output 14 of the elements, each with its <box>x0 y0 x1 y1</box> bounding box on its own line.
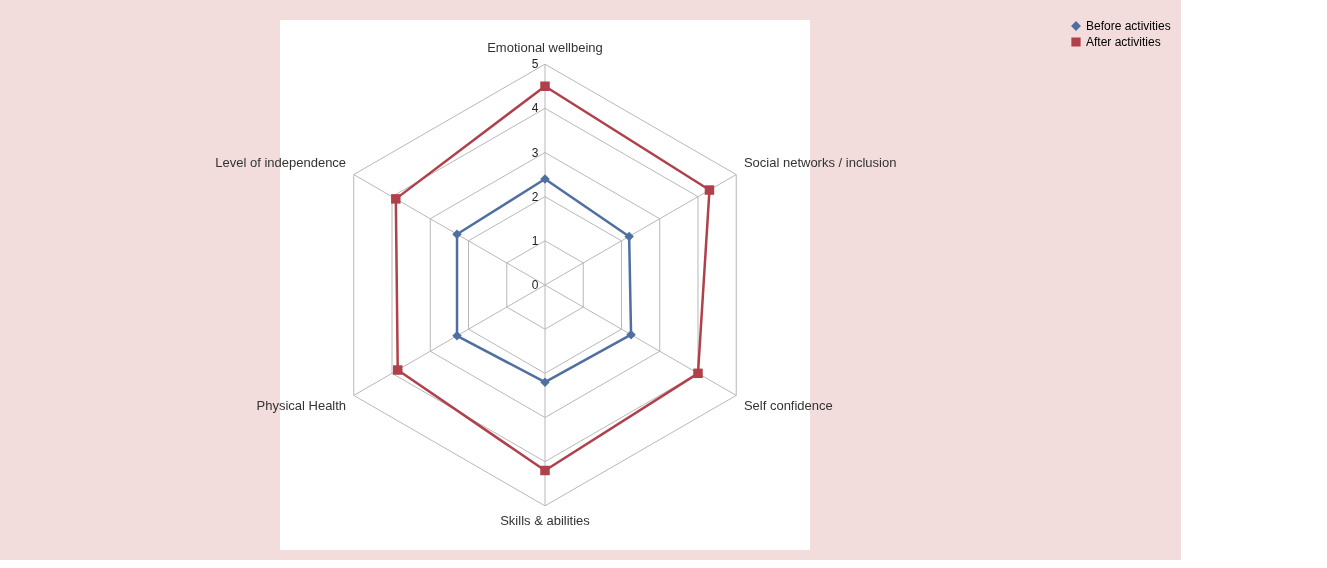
y-tick-label: 4 <box>531 101 539 116</box>
y-tick-label: 3 <box>531 145 539 160</box>
spoke-label: Physical Health <box>256 397 347 413</box>
spoke-label: Self confidence <box>743 397 833 413</box>
spoke-label: Emotional wellbeing <box>487 40 603 56</box>
spoke-label: Social networks / inclusion <box>743 155 897 171</box>
legend-label: Before activities <box>1086 19 1171 33</box>
spoke-label: Level of independence <box>215 155 347 171</box>
legend-label: After activities <box>1086 35 1161 49</box>
y-tick-label: 5 <box>531 57 539 72</box>
y-tick-label: 1 <box>531 233 539 248</box>
y-tick-label: 2 <box>531 189 539 204</box>
y-tick-label: 0 <box>531 278 539 292</box>
spoke-label: Skills & abilities <box>500 512 591 528</box>
